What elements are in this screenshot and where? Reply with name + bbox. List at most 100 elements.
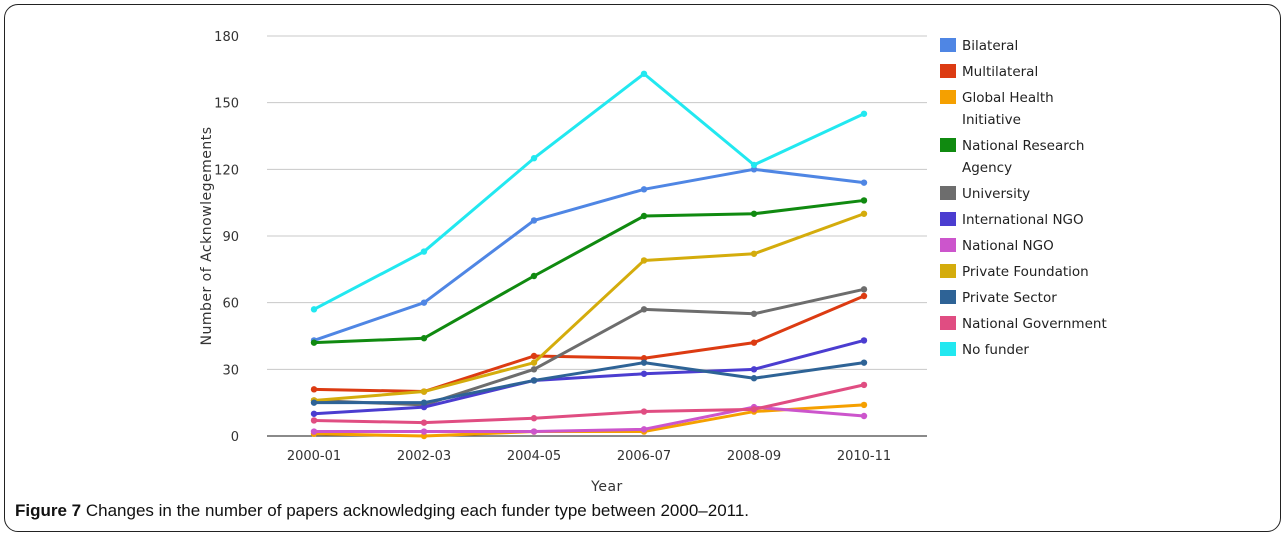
- data-point: [861, 382, 867, 388]
- legend-swatch: [940, 264, 956, 278]
- data-point: [641, 408, 647, 414]
- y-tick-label: 150: [214, 97, 239, 112]
- y-axis-ticks: 0 30 60 90 120 150 180: [214, 30, 239, 445]
- data-point: [531, 377, 537, 383]
- series-private-sector: [311, 359, 867, 405]
- data-point: [311, 411, 317, 417]
- figure-caption: Figure 7 Changes in the number of papers…: [15, 501, 749, 521]
- caption-label: Figure 7: [15, 501, 81, 520]
- data-point: [861, 337, 867, 343]
- legend-swatch: [940, 290, 956, 304]
- data-point: [311, 417, 317, 423]
- y-tick-label: 120: [214, 163, 239, 178]
- data-point: [311, 306, 317, 312]
- data-point: [861, 359, 867, 365]
- legend-swatch: [940, 316, 956, 330]
- legend: Bilateral Multilateral Global Health Initia…: [940, 38, 1107, 358]
- legend-label: National Research Agency: [962, 138, 1084, 176]
- x-tick-label: 2004-05: [507, 449, 561, 464]
- data-point: [641, 213, 647, 219]
- legend-swatch: [940, 212, 956, 226]
- y-tick-label: 0: [231, 430, 239, 445]
- data-point: [421, 388, 427, 394]
- data-point: [751, 406, 757, 412]
- legend-label: Global Health Initiative: [962, 90, 1054, 128]
- data-point: [421, 299, 427, 305]
- data-point: [751, 211, 757, 217]
- x-tick-label: 2008-09: [727, 449, 781, 464]
- data-point: [531, 217, 537, 223]
- y-tick-label: 60: [222, 297, 239, 312]
- data-point: [311, 428, 317, 434]
- data-point: [641, 426, 647, 432]
- x-tick-label: 2010-11: [837, 449, 891, 464]
- series-bilateral: [311, 166, 867, 344]
- legend-swatch: [940, 342, 956, 356]
- data-point: [861, 197, 867, 203]
- y-tick-label: 90: [222, 230, 239, 245]
- data-point: [861, 286, 867, 292]
- data-point: [311, 399, 317, 405]
- data-point: [531, 359, 537, 365]
- legend-label: Private Foundation: [962, 264, 1089, 280]
- legend-swatch: [940, 238, 956, 252]
- data-point: [311, 339, 317, 345]
- legend-label: National Government: [962, 316, 1107, 332]
- data-point: [531, 366, 537, 372]
- data-point: [641, 186, 647, 192]
- legend-swatch: [940, 186, 956, 200]
- data-point: [751, 339, 757, 345]
- legend-swatch: [940, 64, 956, 78]
- data-point: [641, 371, 647, 377]
- series-line: [314, 200, 864, 342]
- legend-swatch: [940, 38, 956, 52]
- data-point: [531, 273, 537, 279]
- data-point: [751, 251, 757, 257]
- legend-label: National NGO: [962, 238, 1054, 254]
- y-axis-label: Number of Acknowlegements: [199, 126, 215, 345]
- legend-label: No funder: [962, 342, 1029, 358]
- x-axis-ticks: 2000-01 2002-03 2004-05 2006-07 2008-09 2010-…: [287, 449, 891, 464]
- data-point: [421, 399, 427, 405]
- data-point: [311, 386, 317, 392]
- data-point: [861, 111, 867, 117]
- data-point: [861, 211, 867, 217]
- data-point: [641, 306, 647, 312]
- data-point: [751, 162, 757, 168]
- x-tick-label: 2006-07: [617, 449, 671, 464]
- series-line: [314, 363, 864, 403]
- data-point: [861, 179, 867, 185]
- data-point: [421, 428, 427, 434]
- series-no-funder: [311, 71, 867, 313]
- legend-swatch: [940, 90, 956, 104]
- legend-label: Bilateral: [962, 38, 1018, 54]
- data-point: [531, 353, 537, 359]
- series-national-research-agency: [311, 197, 867, 346]
- legend-label: International NGO: [962, 212, 1084, 228]
- series-line: [314, 74, 864, 310]
- legend-label: Multilateral: [962, 64, 1038, 80]
- data-point: [751, 375, 757, 381]
- legend-label: Private Sector: [962, 290, 1057, 306]
- y-tick-label: 30: [222, 363, 239, 378]
- series-line: [314, 289, 864, 405]
- data-point: [861, 293, 867, 299]
- data-point: [641, 71, 647, 77]
- data-point: [861, 413, 867, 419]
- series-line: [314, 169, 864, 340]
- data-point: [751, 311, 757, 317]
- x-axis-label: Year: [590, 479, 623, 495]
- series-line: [314, 407, 864, 431]
- series-lines: [311, 71, 867, 440]
- data-point: [531, 155, 537, 161]
- caption-text: Changes in the number of papers acknowle…: [86, 501, 749, 520]
- data-point: [421, 248, 427, 254]
- series-global-health-initiative: [311, 402, 867, 440]
- data-point: [751, 366, 757, 372]
- data-point: [531, 428, 537, 434]
- y-tick-label: 180: [214, 30, 239, 45]
- x-tick-label: 2000-01: [287, 449, 341, 464]
- legend-swatch: [940, 138, 956, 152]
- data-point: [531, 415, 537, 421]
